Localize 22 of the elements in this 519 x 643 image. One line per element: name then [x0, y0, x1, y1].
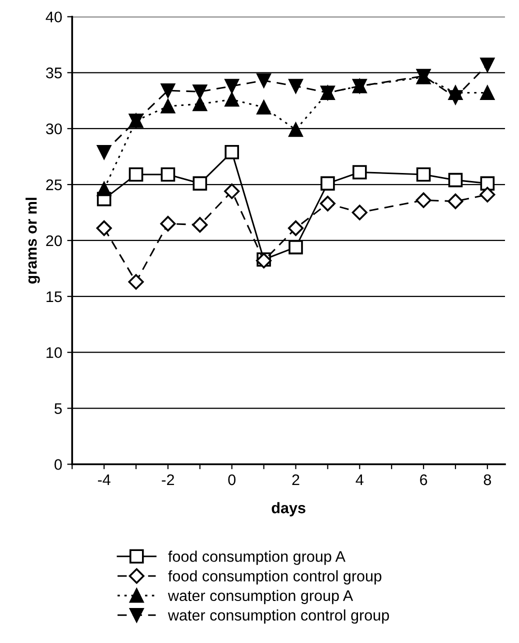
- legend-label: water consumption group A: [168, 590, 354, 604]
- x-tick-label: -4: [98, 474, 110, 486]
- legend-label: food consumption control group: [168, 570, 382, 584]
- x-tick-label: 0: [228, 474, 236, 486]
- legend-label: food consumption group A: [168, 550, 346, 565]
- x-tick-label: 6: [420, 474, 428, 486]
- x-tick-label: 8: [484, 474, 491, 486]
- x-axis-title: days: [272, 502, 306, 516]
- y-tick-label: 15: [46, 291, 62, 302]
- y-tick-label: 20: [46, 235, 62, 246]
- x-tick-label: 2: [292, 474, 300, 486]
- y-tick-label: 10: [46, 347, 62, 358]
- y-tick-label: 5: [54, 403, 62, 414]
- x-tick-label: -2: [162, 474, 174, 486]
- y-tick-label: 40: [46, 12, 62, 22]
- y-tick-label: 35: [46, 68, 62, 78]
- x-tick-label: 4: [356, 474, 364, 486]
- y-axis-title: grams or ml: [26, 198, 40, 284]
- y-tick-label: 25: [46, 179, 62, 190]
- y-tick-label: 0: [54, 459, 62, 470]
- y-tick-label: 30: [46, 123, 62, 134]
- legend-label: water consumption control group: [168, 609, 389, 624]
